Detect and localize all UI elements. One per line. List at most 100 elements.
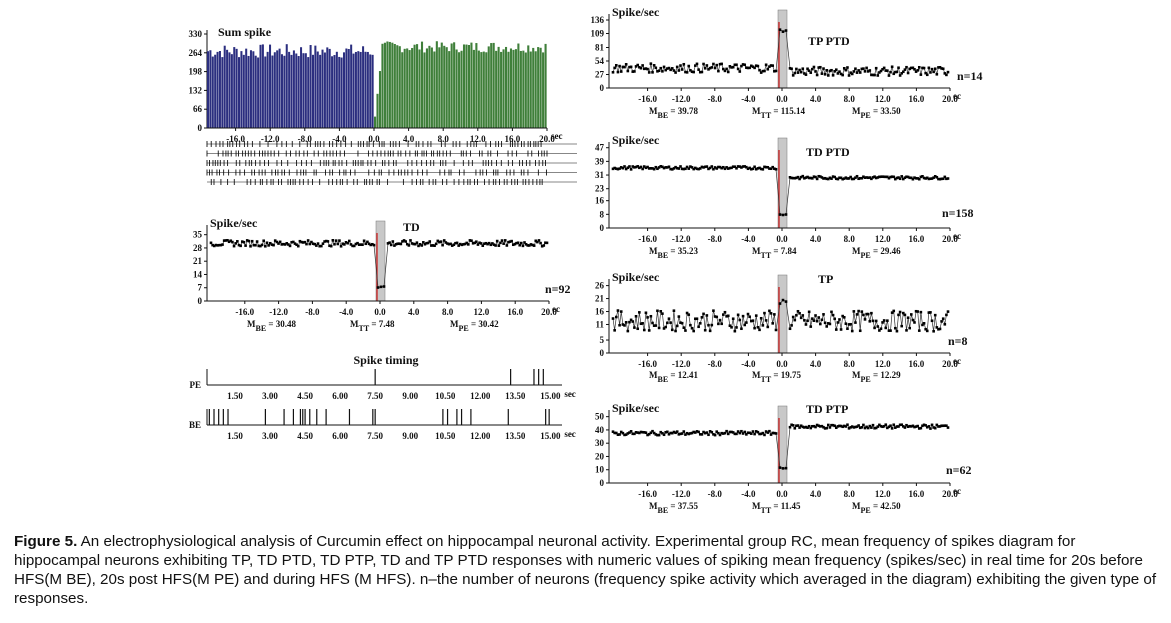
- data-point: [796, 309, 800, 313]
- data-point: [431, 244, 435, 247]
- bar-after: [443, 45, 446, 129]
- data-point: [628, 320, 631, 324]
- bar-before: [257, 57, 260, 128]
- data-point: [913, 321, 916, 324]
- data-point: [858, 329, 862, 333]
- bar-after: [480, 52, 483, 128]
- data-point: [823, 321, 827, 325]
- data-point: [487, 241, 491, 245]
- y-tick-label: 5: [600, 335, 605, 345]
- x-tick-label: -8.0: [708, 489, 723, 499]
- data-point: [847, 177, 851, 180]
- y-tick-label: 109: [591, 29, 605, 39]
- x-tick-label: 20.0: [942, 94, 958, 104]
- data-point: [862, 175, 865, 179]
- data-point: [334, 239, 338, 242]
- data-point: [908, 424, 911, 428]
- data-point: [905, 423, 908, 427]
- data-point: [682, 430, 686, 433]
- data-point: [754, 314, 758, 317]
- data-point: [341, 242, 345, 246]
- x-tick-label: 3.00: [262, 391, 278, 401]
- data-point: [264, 244, 267, 248]
- data-point: [452, 243, 456, 247]
- bar-before: [249, 50, 252, 128]
- data-point: [771, 165, 775, 169]
- bar-before: [347, 48, 350, 128]
- bar-before: [295, 53, 298, 128]
- data-point: [946, 426, 950, 429]
- data-point: [349, 243, 353, 246]
- data-point: [614, 431, 618, 435]
- data-point: [796, 175, 800, 179]
- data-point: [657, 326, 661, 330]
- data-point: [654, 66, 658, 70]
- x-tick-label: 16.0: [909, 359, 925, 369]
- data-point: [788, 327, 792, 331]
- data-point: [647, 329, 651, 332]
- data-point: [722, 432, 725, 435]
- data-point: [690, 70, 694, 74]
- data-point: [689, 323, 692, 327]
- data-point: [836, 321, 840, 324]
- data-point: [343, 243, 346, 246]
- data-point: [623, 433, 626, 437]
- bar-after: [539, 47, 542, 129]
- data-point: [524, 243, 528, 246]
- data-point: [854, 176, 857, 179]
- data-point: [684, 70, 687, 74]
- data-point: [945, 177, 948, 181]
- data-point: [425, 241, 428, 245]
- data-point: [806, 426, 809, 429]
- data-point: [811, 317, 814, 320]
- bar-after: [470, 42, 473, 128]
- data-point: [815, 177, 819, 181]
- x-tick-label: 13.50: [505, 391, 526, 401]
- data-point: [822, 425, 825, 429]
- data-point: [884, 423, 888, 426]
- data-point: [463, 242, 467, 246]
- bar-before: [309, 45, 312, 128]
- bar-before: [307, 57, 310, 128]
- data-point: [842, 67, 846, 70]
- data-point: [741, 432, 745, 435]
- data-point: [712, 309, 715, 312]
- data-point: [616, 433, 620, 436]
- data-point: [232, 244, 236, 248]
- data-point: [631, 70, 635, 73]
- data-point: [410, 242, 414, 245]
- data-point: [858, 177, 862, 180]
- data-point: [937, 425, 940, 428]
- data-point: [917, 65, 921, 69]
- data-point: [623, 165, 626, 168]
- bar-after: [418, 49, 421, 128]
- data-point: [940, 67, 943, 70]
- data-point: [860, 176, 864, 180]
- bar-after: [406, 48, 409, 129]
- data-point: [290, 240, 293, 244]
- data-point: [675, 430, 679, 433]
- data-point: [788, 425, 792, 429]
- data-point: [333, 242, 336, 246]
- bar-before: [364, 51, 367, 129]
- data-point: [667, 317, 671, 320]
- bar-before: [214, 54, 217, 129]
- data-point: [636, 165, 639, 168]
- x-tick-label: 13.50: [505, 431, 526, 441]
- data-point: [815, 73, 819, 77]
- data-point: [916, 69, 919, 72]
- data-point: [717, 322, 720, 326]
- data-point: [226, 238, 229, 242]
- data-point: [745, 321, 748, 324]
- data-point: [863, 426, 867, 430]
- x-unit-label: sec: [564, 389, 576, 399]
- data-point: [708, 66, 712, 70]
- mean-label-pe: MPE = 30.42: [450, 319, 499, 333]
- data-point: [265, 241, 269, 245]
- data-point: [736, 313, 740, 317]
- data-point: [695, 167, 699, 171]
- data-point: [652, 167, 656, 171]
- n-count: n=158: [942, 206, 974, 220]
- data-point: [633, 166, 636, 169]
- data-point: [672, 167, 676, 170]
